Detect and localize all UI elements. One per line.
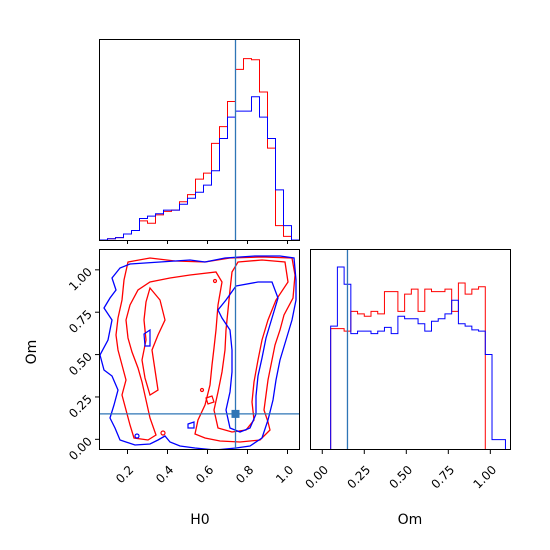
contour-xticks: 0.2 0.4 0.6 0.8 1.0 bbox=[113, 449, 296, 486]
h0-histogram-ticks bbox=[127, 240, 288, 244]
om-hist-tick-label-0: 0.00 bbox=[302, 463, 331, 492]
contour-xtick-label-2: 0.6 bbox=[193, 463, 216, 486]
h0-hist-series-0 bbox=[99, 58, 300, 240]
contour-blue-outer bbox=[99, 255, 297, 450]
h0-histogram-frame bbox=[99, 39, 300, 241]
om-hist-tick-label-4: 1.00 bbox=[470, 463, 499, 492]
contour-panel: 0.2 0.4 0.6 0.8 1.0 0.000.250.500.751.00 H0 … bbox=[24, 249, 300, 528]
contour-island-red-3 bbox=[212, 278, 218, 284]
om-hist-series-0 bbox=[310, 282, 511, 450]
contour-island-blue-2 bbox=[187, 421, 195, 429]
contour-red-inner-right bbox=[213, 259, 289, 433]
contour-xtick-label-0: 0.2 bbox=[113, 463, 136, 486]
contour-xtick-label-1: 0.4 bbox=[153, 463, 176, 486]
contour-ytick-label-3: 0.75 bbox=[66, 307, 95, 336]
contour-island-red-1 bbox=[160, 430, 166, 436]
contour-island-blue-1 bbox=[134, 433, 140, 439]
contour-blue-inner bbox=[217, 281, 279, 433]
contour-island-red-4 bbox=[205, 395, 215, 405]
om-axis-label-x: Om bbox=[398, 512, 423, 528]
h0-hist-series-1 bbox=[99, 96, 300, 240]
contour-yticks: 0.00 0.25 0.50 0.75 1.00 bbox=[66, 265, 100, 463]
contour-red-inner-left bbox=[141, 286, 166, 397]
contour-ytick-label-1: 0.25 bbox=[66, 392, 95, 421]
om-hist-tick-label-1: 0.25 bbox=[344, 463, 373, 492]
contour-island-blue-3 bbox=[143, 328, 151, 347]
om-axis-label-y: Om bbox=[24, 340, 40, 365]
om-histogram-ticks: 0.00 0.25 0.50 0.75 1.00 bbox=[302, 449, 499, 492]
om-histogram-steps bbox=[310, 266, 511, 450]
contour-xtick-label-4: 1.0 bbox=[273, 463, 296, 486]
om-hist-series-1 bbox=[310, 266, 511, 450]
contour-ytick-label-0: 0.00 bbox=[66, 434, 95, 463]
contour-ytick-label-4: 1.00 bbox=[66, 265, 95, 294]
h0-histogram-steps bbox=[99, 58, 300, 240]
om-hist-tick-label-3: 0.75 bbox=[428, 463, 457, 492]
om-histogram-panel: 0.00 0.25 0.50 0.75 1.00 Om bbox=[302, 249, 511, 528]
h0-axis-label: H0 bbox=[190, 512, 209, 528]
om-histogram-frame bbox=[310, 249, 511, 450]
contour-frame bbox=[99, 249, 300, 450]
contour-island-red-2 bbox=[199, 387, 205, 393]
contour-ytick-label-2: 0.50 bbox=[66, 350, 95, 379]
contour-xtick-label-3: 0.8 bbox=[233, 463, 256, 486]
contour-truth-marker bbox=[231, 409, 240, 418]
contour-red-outer bbox=[115, 256, 296, 443]
h0-histogram-panel bbox=[99, 39, 300, 244]
contour-lines bbox=[99, 255, 297, 450]
om-hist-tick-label-2: 0.50 bbox=[386, 463, 415, 492]
